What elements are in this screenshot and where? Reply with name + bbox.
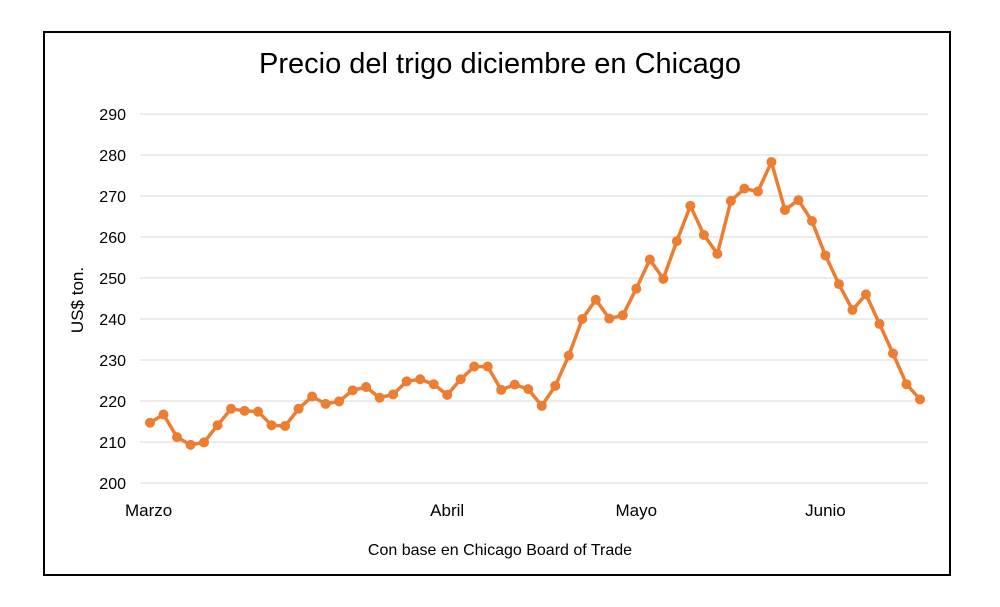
data-point xyxy=(361,382,372,393)
y-tick-label: 260 xyxy=(99,230,126,247)
chart-frame xyxy=(43,31,951,576)
data-point xyxy=(374,392,385,403)
gridlines xyxy=(140,113,928,484)
price-line xyxy=(149,160,922,447)
data-point xyxy=(280,421,291,432)
x-tick-label: Junio xyxy=(805,501,846,520)
data-point xyxy=(590,294,601,305)
data-point xyxy=(806,216,817,227)
data-point xyxy=(199,437,210,448)
data-point xyxy=(185,439,196,450)
x-tick-label: Marzo xyxy=(125,501,172,520)
data-point xyxy=(631,283,642,294)
data-point xyxy=(563,350,574,361)
y-tick-label: 210 xyxy=(99,435,126,452)
data-point xyxy=(739,183,750,194)
data-point xyxy=(347,385,358,396)
data-point xyxy=(752,186,763,197)
y-tick-label: 230 xyxy=(99,353,126,370)
y-tick-labels: 200 210 220 230 240 250 260 270 280 290 xyxy=(99,107,126,493)
data-point xyxy=(253,406,264,417)
data-point xyxy=(833,279,844,290)
data-point xyxy=(388,389,399,400)
data-point xyxy=(401,376,412,387)
x-tick-label: Abril xyxy=(430,501,464,520)
data-point xyxy=(293,403,304,414)
y-tick-label: 280 xyxy=(99,148,126,165)
data-point xyxy=(320,398,331,409)
data-point xyxy=(226,403,237,414)
data-point xyxy=(482,361,493,372)
y-tick-label: 220 xyxy=(99,394,126,411)
data-point xyxy=(496,384,507,395)
data-point xyxy=(172,432,183,443)
data-point xyxy=(266,420,277,431)
series-points xyxy=(145,156,925,450)
data-point xyxy=(455,374,466,385)
data-point xyxy=(793,195,804,206)
data-point xyxy=(617,310,628,321)
data-point xyxy=(671,236,682,247)
chart-title: Precio del trigo diciembre en Chicago xyxy=(259,48,741,80)
data-point xyxy=(698,229,709,240)
data-point xyxy=(725,195,736,206)
data-point xyxy=(820,250,831,261)
data-point xyxy=(887,348,898,359)
y-tick-label: 290 xyxy=(99,107,126,124)
x-tick-labels: Marzo Abril Mayo Junio xyxy=(125,501,846,520)
source-note: Con base en Chicago Board of Trade xyxy=(367,542,633,559)
data-point xyxy=(712,248,723,259)
data-point xyxy=(915,394,925,405)
data-point xyxy=(415,374,426,385)
data-point xyxy=(212,420,223,431)
series-line xyxy=(149,160,922,447)
data-point xyxy=(442,389,453,400)
y-tick-label: 250 xyxy=(99,271,126,288)
data-point xyxy=(658,273,669,284)
y-tick-label: 240 xyxy=(99,312,126,329)
data-point xyxy=(145,417,155,428)
data-point xyxy=(509,379,520,390)
data-point xyxy=(860,289,871,300)
data-point xyxy=(536,400,547,411)
data-point xyxy=(550,380,561,391)
y-tick-label: 200 xyxy=(99,476,126,493)
data-point xyxy=(577,314,588,324)
data-point xyxy=(428,379,439,390)
data-point xyxy=(766,156,777,167)
data-point xyxy=(239,405,250,416)
data-point xyxy=(685,200,696,211)
y-axis-label: US$ ton. xyxy=(68,267,87,333)
data-point xyxy=(644,254,655,265)
data-point xyxy=(158,409,169,420)
data-point xyxy=(334,396,345,407)
data-point xyxy=(523,384,534,395)
data-point xyxy=(469,361,480,372)
data-point xyxy=(604,313,615,324)
y-tick-label: 270 xyxy=(99,189,126,206)
data-point xyxy=(847,304,858,315)
data-point xyxy=(307,391,318,402)
data-point xyxy=(779,204,790,215)
data-point xyxy=(901,379,912,390)
x-tick-label: Mayo xyxy=(616,501,658,520)
data-point xyxy=(874,318,885,329)
